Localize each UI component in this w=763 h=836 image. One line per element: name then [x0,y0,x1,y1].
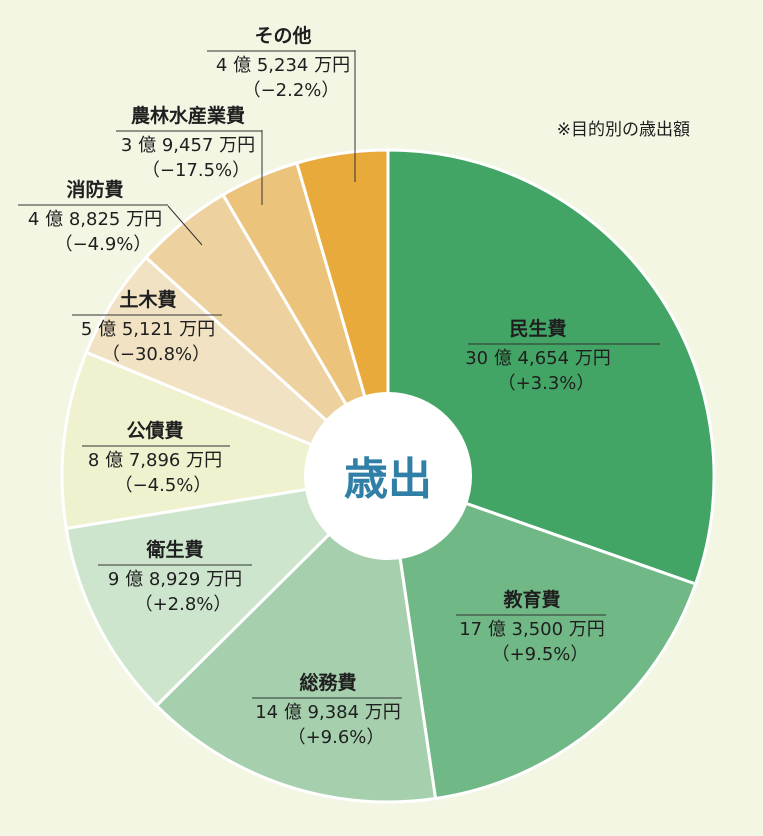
slice-amount-label: 9 億 8,929 万円 [108,569,242,590]
leader-line [167,205,203,246]
slice-change-label: （+2.8%） [135,594,232,615]
slice-change-label: （−17.5%） [142,160,250,181]
slice-name-label: その他 [254,24,311,47]
center-hole [304,392,472,560]
slice-amount-label: 30 億 4,654 万円 [465,348,611,369]
slice-name-label: 教育費 [503,588,560,611]
slice-amount-label: 4 億 8,825 万円 [28,209,162,230]
slice-labels: 民生費 30 億 4,654 万円 （+3.3%） 教育費 17 億 3,500 万円 （… [18,24,660,748]
chart-note: ※目的別の歳出額 [557,120,690,140]
slice-change-label: （+3.3%） [498,373,595,394]
slice-amount-label: 17 億 3,500 万円 [459,619,605,640]
leader-lines [167,50,356,246]
slice-name-label: 農林水産業費 [131,104,245,127]
slice-amount-label: 4 億 5,234 万円 [216,55,350,76]
slice-change-label: （+9.6%） [288,727,385,748]
slice-change-label: （+9.5%） [492,644,589,665]
slice-name-label: 公債費 [126,419,183,442]
pie-slice [154,472,438,804]
slice-amount-label: 14 億 9,384 万円 [255,702,401,723]
slice-change-label: （−4.9%） [55,234,152,255]
center-label: 歳出 [344,454,432,505]
pie-slice [386,473,698,801]
slice-name-label: 衛生費 [145,538,203,561]
pie-slice [64,473,393,708]
slice-amount-label: 3 億 9,457 万円 [121,135,255,156]
slice-change-label: （−2.2%） [243,80,340,101]
slice-amount-label: 8 億 7,896 万円 [88,450,222,471]
slice-change-label: （−4.5%） [115,475,212,496]
slice-change-label: （−30.8%） [102,344,210,365]
slice-name-label: 民生費 [509,317,566,340]
slice-amount-label: 5 億 5,121 万円 [81,319,215,340]
pie-slice [294,148,390,477]
slice-name-label: 消防費 [66,178,123,201]
slice-name-label: 総務費 [299,671,356,694]
slice-name-label: 土木費 [119,288,176,311]
